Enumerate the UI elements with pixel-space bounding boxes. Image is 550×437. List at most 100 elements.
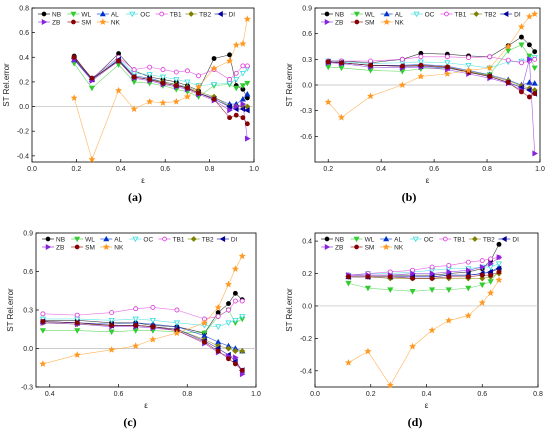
legend-label-al: AL — [394, 236, 402, 243]
series-line-oc — [348, 263, 500, 276]
data-point-sm — [446, 274, 452, 280]
data-point-nk — [232, 41, 240, 48]
data-point-tb1 — [479, 258, 485, 263]
x-tick-label: 0.6 — [477, 391, 487, 398]
data-point-oc — [132, 316, 139, 323]
data-point-nk — [225, 280, 232, 288]
data-point-sm — [410, 275, 416, 281]
data-point-nk — [495, 276, 503, 283]
data-point-tb1 — [40, 311, 46, 317]
legend-marker-oc — [412, 236, 419, 243]
data-point-tb2 — [239, 348, 246, 355]
data-point-nk — [386, 381, 394, 389]
data-point-tb1 — [244, 63, 250, 69]
legend-marker-di — [217, 11, 223, 17]
data-point-wl — [132, 328, 139, 334]
legend-marker-sm — [354, 244, 359, 250]
data-point-zb — [233, 103, 240, 110]
x-tick-label: 0.2 — [72, 166, 82, 173]
data-point-oc — [233, 77, 240, 83]
legend-label-wl: WL — [81, 11, 91, 18]
legend: NB WL AL OC TB1 TB2 DI ZB SM NK — [321, 10, 521, 26]
data-point-nk — [409, 342, 417, 350]
legend-marker-nb — [324, 11, 330, 17]
data-point-sm — [339, 60, 344, 66]
y-tick-label: 0.3 — [23, 308, 33, 315]
legend-label-zb: ZB — [56, 244, 64, 251]
data-point-sm — [429, 275, 435, 281]
x-tick-label: 0.8 — [182, 391, 192, 398]
legend-marker-al — [103, 235, 110, 242]
legend-label-nk: NK — [394, 244, 404, 251]
data-point-di — [226, 103, 232, 110]
data-point-sm — [71, 54, 77, 60]
data-point-zb — [465, 267, 472, 274]
data-point-tb1 — [444, 54, 450, 60]
legend-label-sm: SM — [365, 244, 375, 251]
x-tick-label: 0.4 — [422, 391, 432, 398]
data-point-oc — [239, 70, 246, 77]
data-point-nb — [519, 34, 524, 40]
legend-marker-tb1 — [442, 236, 448, 242]
y-tick-label: -0.3 — [300, 108, 312, 115]
data-point-wl — [88, 85, 96, 92]
y-tick-label: 0.0 — [19, 104, 29, 111]
panel-label: (a) — [128, 190, 142, 204]
data-point-nb — [226, 301, 231, 307]
data-point-sm — [201, 339, 207, 345]
legend-label-nb: NB — [56, 236, 65, 243]
data-point-zb — [446, 268, 453, 275]
x-tick-label: 0.0 — [310, 391, 320, 398]
legend-marker-wl — [74, 236, 81, 243]
data-point-nb — [227, 52, 233, 58]
x-tick-label: 1.0 — [251, 391, 261, 398]
data-point-nk — [504, 42, 512, 50]
legend-marker-wl — [70, 11, 77, 18]
legend: NB WL AL OC TB1 TB2 DI ZB SM NK — [38, 10, 235, 26]
data-point-nk — [132, 342, 140, 349]
data-point-tb2 — [232, 348, 239, 355]
data-point-sm — [465, 274, 471, 280]
data-point-nk — [226, 57, 234, 64]
data-point-tb1 — [174, 307, 180, 313]
x-tick-label: 0.2 — [366, 391, 376, 398]
legend-label-sm: SM — [81, 19, 91, 26]
legend-label-tb1: TB1 — [454, 11, 466, 18]
legend-label-zb: ZB — [52, 19, 60, 26]
data-point-nk — [364, 347, 372, 355]
series-tb1 — [40, 298, 245, 322]
data-point-tb1 — [233, 70, 239, 76]
panel-a: 0.0 0.2 0.4 0.6 0.8 1.0 -0.4 -0.2 0.0 0.2 0.4 0.6 0.… — [2, 6, 259, 205]
data-point-sm — [488, 272, 494, 278]
legend-label-tb2: TB2 — [199, 11, 211, 18]
data-point-nk — [149, 335, 157, 343]
y-tick-label: -0.2 — [17, 129, 29, 136]
data-point-sm — [150, 324, 156, 330]
data-point-tb1 — [173, 69, 179, 75]
legend-label-al: AL — [111, 11, 119, 18]
data-point-nk — [464, 311, 472, 319]
panel-label: (d) — [408, 415, 423, 429]
legend-marker-tb1 — [162, 236, 167, 242]
data-point-wl — [505, 48, 512, 55]
data-point-nk — [238, 252, 246, 260]
series-nk — [70, 15, 251, 163]
legend-marker-tb1 — [444, 11, 449, 17]
legend-marker-di — [501, 236, 507, 242]
legend-label-di: DI — [231, 236, 238, 243]
data-point-sm — [131, 74, 137, 80]
data-point-tb1 — [488, 256, 494, 262]
legend-label-tb1: TB1 — [173, 236, 185, 243]
legend-marker-zb — [41, 19, 48, 25]
data-point-wl — [239, 83, 246, 89]
legend-marker-al — [383, 235, 390, 242]
legend-marker-oc — [132, 236, 139, 243]
series-nk — [39, 252, 246, 367]
data-point-tb1 — [133, 306, 139, 312]
legend-marker-zb — [324, 19, 331, 25]
data-point-nb — [496, 241, 502, 247]
data-point-nk — [417, 72, 425, 80]
x-tick-label: 1.0 — [535, 166, 545, 173]
data-point-nk — [146, 97, 154, 105]
data-point-oc — [108, 317, 115, 324]
